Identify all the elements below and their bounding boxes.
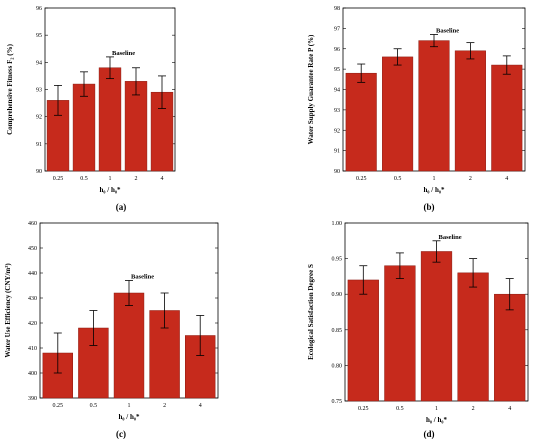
y-tick-label: 95 [334,67,340,73]
y-tick-label: 0.85 [332,328,343,334]
y-tick-label: 93 [36,88,42,94]
baseline-annotation: Baseline [436,27,459,34]
y-axis-label: Water Use Efficiency (CNY/m³) [4,263,12,358]
chart-panel-d: 0.75 0.80 0.85 0.90 0.95 1.00 0.25 0.5 1 Baseline… [307,221,529,439]
bar [457,272,489,402]
x-tick-label: 0.25 [53,403,64,409]
x-tick-label: 1 [128,403,131,409]
chart-panel-a: 90 91 92 93 94 95 96 0.25 0.5 1 Baseline 2 4 h₀ / h₀*… [6,6,176,212]
panel-label: (d) [424,429,435,439]
y-tick-label: 96 [334,47,340,53]
y-tick-label: 420 [28,321,37,327]
y-tick-label: 450 [28,246,37,252]
x-axis-label: h₀ / h₀* [424,186,445,194]
x-tick-label: 4 [505,176,508,182]
y-tick-label: 0.80 [332,363,343,369]
x-tick-label: 0.25 [356,176,367,182]
x-tick-label: 4 [161,176,164,182]
y-tick-label: 430 [28,296,37,302]
bar [384,265,416,402]
panel-label: (a) [116,202,127,212]
x-tick-label: 2 [163,403,166,409]
x-axis-label: h₀ / h₀* [426,416,447,424]
y-tick-label: 92 [334,128,340,134]
x-tick-label: 0.5 [90,403,98,409]
y-tick-label: 91 [36,142,42,148]
bar [494,293,526,402]
chart-panel-c: 390 400 410 420 430 440 450 460 0.25 0.5 1 Baseline… [4,221,219,439]
y-tick-label: 90 [36,169,42,175]
y-tick-label: 0.75 [332,399,343,405]
bar [347,279,379,402]
x-tick-label: 0.5 [396,406,404,412]
y-tick-label: 96 [36,6,42,12]
y-tick-label: 0.95 [332,257,343,263]
y-tick-label: 93 [334,108,340,114]
panel-label: (b) [424,202,435,212]
y-tick-label: 0.90 [332,292,343,298]
y-tick-label: 440 [28,271,37,277]
y-tick-label: 94 [334,88,340,94]
x-tick-label: 2 [472,406,475,412]
y-tick-label: 1.00 [332,221,343,227]
x-tick-label: 4 [508,406,511,412]
panel-label: (c) [116,429,126,439]
bar [420,251,453,402]
y-tick-label: 410 [28,346,37,352]
bar [418,40,450,172]
y-tick-label: 390 [28,396,37,402]
x-tick-label: 2 [135,176,138,182]
y-tick-label: 97 [334,26,340,32]
bar [382,56,414,172]
baseline-annotation: Baseline [131,274,154,281]
x-tick-label: 1 [109,176,112,182]
baseline-annotation: Baseline [112,50,135,57]
y-tick-label: 92 [36,115,42,121]
x-tick-label: 1 [435,406,438,412]
bar [113,292,145,399]
x-tick-label: 1 [433,176,436,182]
y-tick-label: 94 [36,60,42,66]
y-tick-label: 95 [36,33,42,39]
x-tick-label: 0.5 [394,176,402,182]
y-tick-label: 400 [28,371,37,377]
chart-panel-b: 90 91 92 93 94 95 96 97 98 0.25 0.5 1 Baseline 2 4 h₀ /… [307,6,526,212]
y-axis-label: Water Supply Guarantee Rate P (%) [307,34,315,144]
y-tick-label: 90 [334,169,340,175]
bar [345,72,377,172]
x-tick-label: 0.5 [80,176,88,182]
bar [98,67,122,172]
bar [454,50,486,172]
y-axis-label: Comprehensive Fitness F₂ (%) [6,43,14,134]
bar [491,64,523,172]
x-tick-label: 4 [199,403,202,409]
bar [72,83,96,172]
x-axis-label: h₀ / h₀* [119,413,140,421]
y-tick-label: 91 [334,149,340,155]
x-axis-label: h₀ / h₀* [100,186,121,194]
y-axis-label: Ecological Satisfaction Degree S [307,264,315,360]
x-tick-label: 2 [469,176,472,182]
x-tick-label: 0.25 [53,176,64,182]
baseline-annotation: Baseline [439,234,462,241]
y-tick-label: 460 [28,221,37,227]
y-tick-label: 98 [334,6,340,12]
x-tick-label: 0.25 [358,406,369,412]
